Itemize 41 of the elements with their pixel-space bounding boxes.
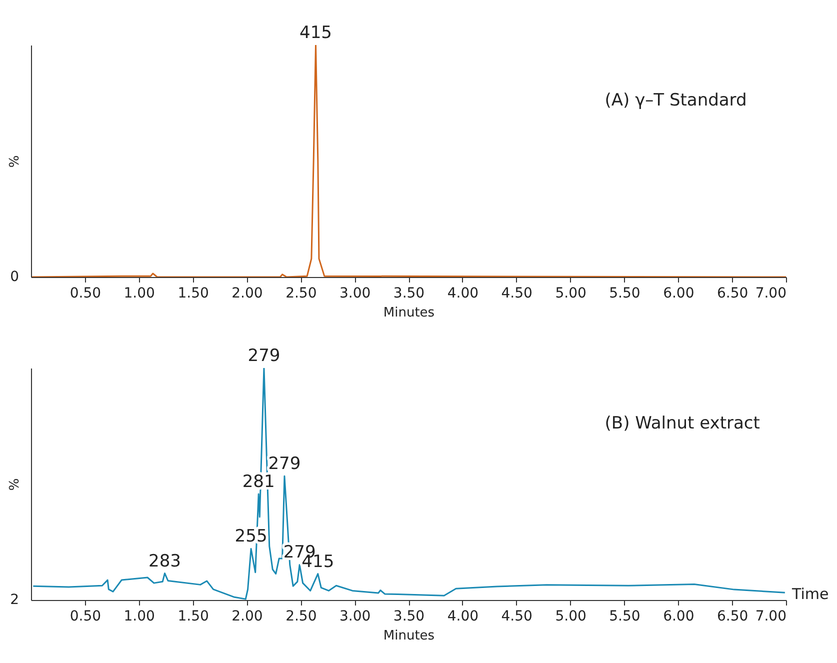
x-tick-label: 5.50 — [609, 608, 640, 624]
x-tick-label: 0.50 — [70, 286, 102, 302]
x-tick-label: 2.50 — [286, 608, 317, 624]
x-tick-label: 3.00 — [339, 608, 371, 624]
text: 0 — [10, 269, 19, 285]
x-tick-label: 5.00 — [555, 608, 586, 624]
x-tick-label: 5.00 — [555, 286, 586, 302]
x-tick-label: 4.50 — [501, 608, 532, 624]
text: (A) γ–T Standard — [604, 90, 747, 111]
x-tick-label: 4.00 — [447, 286, 479, 302]
x-tick-label: 7.00 — [755, 286, 786, 302]
y-axis-title: % — [8, 478, 22, 491]
x-tick-label: 5.50 — [609, 286, 640, 302]
text: 2 — [10, 592, 19, 608]
x-tick-label: 2.00 — [232, 286, 263, 302]
x-tick-label: 1.00 — [124, 608, 155, 624]
annotation: 283 — [148, 551, 181, 572]
x-tick-label: 0.50 — [70, 608, 102, 624]
x-tick-label: 7.00 — [755, 608, 786, 624]
x-tick-label: 1.50 — [178, 286, 209, 302]
x-tick-label: 1.50 — [178, 608, 209, 624]
x-tick-label: 2.00 — [232, 608, 263, 624]
x-tick-label: 6.50 — [716, 286, 748, 302]
x-tick-label: 4.50 — [501, 286, 532, 302]
x-tick-label: 6.50 — [716, 608, 748, 624]
annotation: 279 — [248, 346, 280, 366]
x-tick-label: 4.00 — [447, 608, 479, 624]
x-tick-label: 1.00 — [124, 286, 155, 302]
y-axis-title: % — [8, 155, 22, 168]
text: Time — [791, 585, 829, 603]
x-tick-label: 3.00 — [339, 286, 371, 302]
x-axis-title: Minutes — [383, 306, 435, 320]
x-tick-label: 3.50 — [393, 608, 425, 624]
x-tick-label: 6.00 — [663, 608, 694, 624]
text: (B) Walnut extract — [604, 414, 760, 434]
x-axis-title: Minutes — [383, 628, 435, 644]
x-tick-label: 3.50 — [393, 286, 425, 302]
x-tick-label: 2.50 — [286, 286, 317, 302]
x-tick-label: 6.00 — [663, 286, 694, 302]
annotation: 415 — [300, 23, 332, 43]
annotation: 279 — [268, 454, 301, 474]
